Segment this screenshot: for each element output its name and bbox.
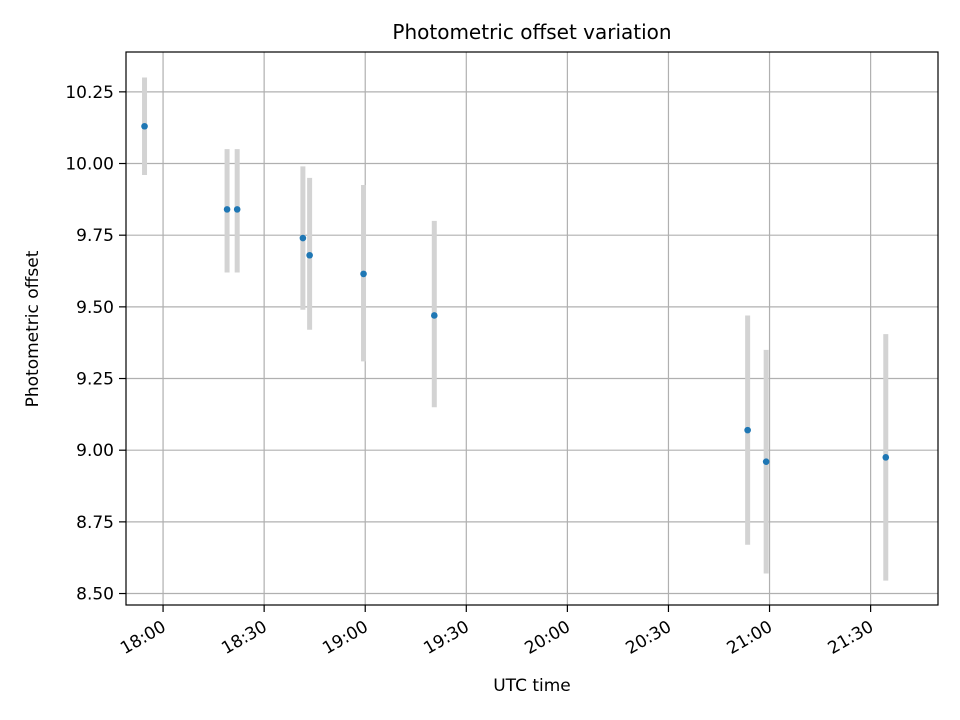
- y-tick-label: 8.50: [76, 585, 114, 605]
- data-point: [882, 454, 890, 461]
- y-tick-label: 8.75: [76, 513, 114, 533]
- data-point: [233, 206, 241, 213]
- data-points: [141, 122, 890, 465]
- grid: [126, 52, 938, 605]
- data-point: [306, 251, 313, 259]
- y-tick-label: 10.25: [65, 83, 114, 103]
- data-point: [299, 234, 307, 242]
- y-axis-label: Photometric offset: [23, 250, 43, 407]
- y-tick-label: 9.25: [76, 370, 114, 390]
- y-tick-label: 9.50: [76, 298, 114, 318]
- data-point: [744, 426, 751, 434]
- data-point: [762, 458, 770, 465]
- chart-title: Photometric offset variation: [392, 20, 671, 44]
- x-axis-label: UTC time: [493, 676, 571, 696]
- data-point: [141, 122, 148, 130]
- data-point: [430, 312, 438, 319]
- y-axis: 8.50 8.75 9.00 9.25 9.50 9.75 10.00 10.25: [65, 83, 126, 605]
- data-point: [360, 270, 367, 278]
- y-tick-label: 9.00: [76, 441, 114, 461]
- y-tick-label: 10.00: [65, 155, 114, 175]
- y-tick-label: 9.75: [76, 226, 114, 246]
- plot-frame: [125, 51, 939, 606]
- data-point: [223, 206, 231, 213]
